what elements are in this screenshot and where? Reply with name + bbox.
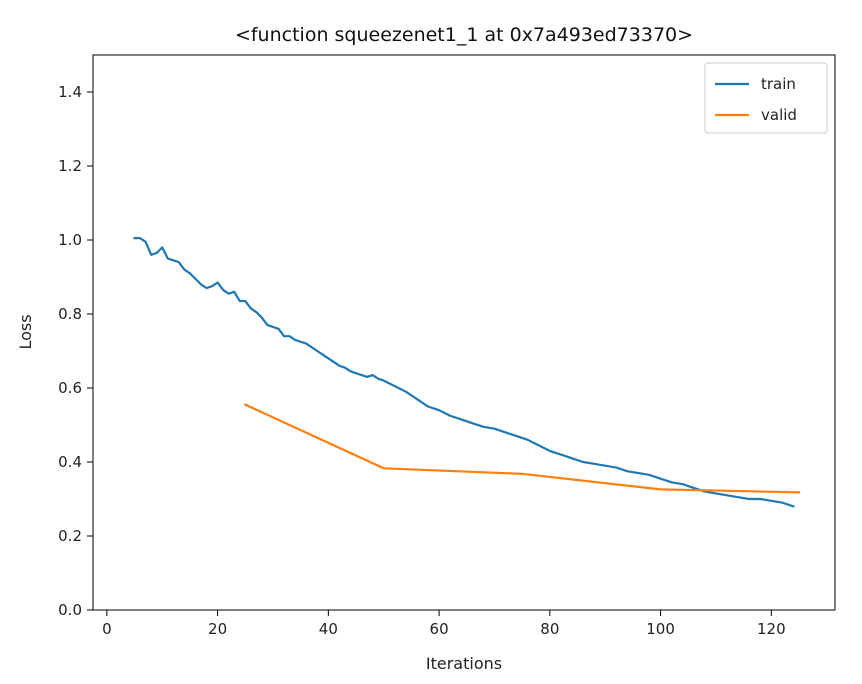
y-tick-label: 0.2 <box>58 527 82 545</box>
series-line-train <box>133 237 795 508</box>
x-tick-label: 80 <box>540 620 559 638</box>
x-tick-label: 60 <box>430 620 449 638</box>
chart-title: <function squeezenet1_1 at 0x7a493ed7337… <box>235 24 693 46</box>
y-axis: 0.0 0.2 0.4 0.6 0.8 1.0 1.2 1.4 <box>58 83 93 619</box>
legend: train valid <box>704 62 828 134</box>
x-axis: 0 20 40 60 80 100 120 <box>102 610 786 638</box>
plot-series <box>133 237 801 508</box>
x-axis-label: Iterations <box>426 654 502 673</box>
series-line-valid <box>243 403 801 494</box>
x-tick-label: 100 <box>646 620 675 638</box>
y-tick-label: 1.4 <box>58 83 82 101</box>
y-axis-label: Loss <box>16 314 35 349</box>
y-tick-label: 1.0 <box>58 231 82 249</box>
legend-label-valid: valid <box>761 106 797 124</box>
y-tick-label: 0.0 <box>58 601 82 619</box>
y-tick-label: 0.4 <box>58 453 82 471</box>
x-tick-label: 40 <box>319 620 338 638</box>
plot-frame <box>92 54 836 611</box>
y-tick-label: 0.6 <box>58 379 82 397</box>
x-tick-label: 20 <box>208 620 227 638</box>
y-tick-label: 1.2 <box>58 157 82 175</box>
x-tick-label: 120 <box>757 620 786 638</box>
y-tick-label: 0.8 <box>58 305 82 323</box>
x-tick-label: 0 <box>102 620 112 638</box>
legend-label-train: train <box>761 75 796 93</box>
